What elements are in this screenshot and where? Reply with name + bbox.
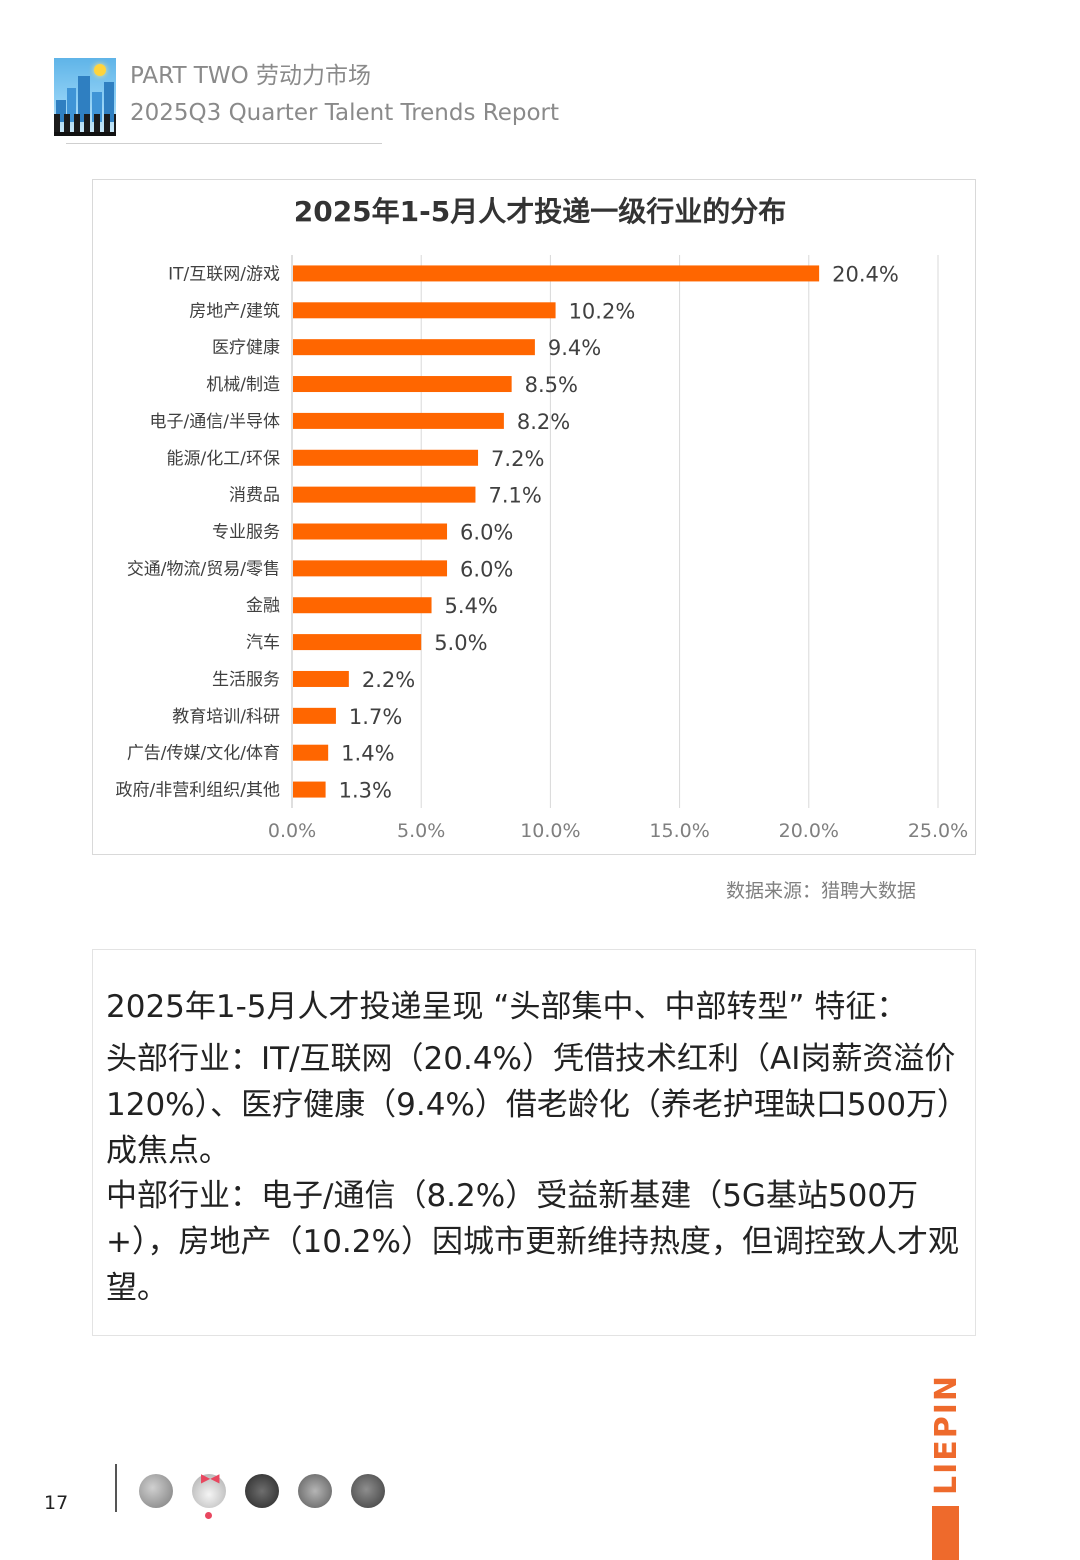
- category-label: 房地产/建筑: [189, 301, 280, 321]
- category-label: 消费品: [229, 486, 280, 506]
- data-label: 1.7%: [349, 705, 402, 729]
- category-label: 政府/非营利组织/其他: [116, 781, 280, 801]
- category-label: 生活服务: [212, 670, 280, 690]
- bar: [293, 560, 448, 577]
- category-label: 电子/通信/半导体: [150, 412, 280, 432]
- bar: [293, 781, 326, 798]
- bar: [293, 486, 476, 503]
- bar: [293, 634, 422, 651]
- analysis-box: [92, 949, 976, 1336]
- bar: [293, 449, 479, 466]
- data-label: 20.4%: [832, 262, 899, 286]
- x-tick-label: 10.0%: [520, 820, 580, 842]
- category-label: 医疗健康: [212, 338, 280, 358]
- analysis-mid-industries: 中部行业：电子/通信（8.2%）受益新基建（5G基站500万+），房地产（10.…: [106, 1178, 959, 1306]
- data-label: 8.2%: [517, 410, 570, 434]
- bar: [293, 707, 336, 724]
- bar: [293, 523, 448, 540]
- x-tick-label: 5.0%: [397, 820, 445, 842]
- chart-title: 2025年1-5月人才投递一级行业的分布: [293, 195, 787, 228]
- category-label: IT/互联网/游戏: [168, 264, 280, 284]
- analysis-head-industries: 头部行业：IT/互联网（20.4%）凭借技术红利（AI岗薪资溢价120%）、医疗…: [106, 1041, 956, 1169]
- category-label: 交通/物流/贸易/零售: [127, 559, 280, 579]
- nav-thumbnail-1[interactable]: [139, 1474, 173, 1508]
- x-tick-label: 20.0%: [779, 820, 839, 842]
- nav-thumbnail-2[interactable]: [192, 1474, 226, 1508]
- bar-chart: 0.0% 5.0% 10.0% 15.0% 20.0% 25.0% IT/互联网/游戏 20.…: [116, 255, 968, 842]
- data-label: 9.4%: [548, 336, 601, 360]
- current-page-indicator: [205, 1512, 212, 1519]
- bar: [293, 744, 329, 761]
- category-label: 广告/传媒/文化/体育: [127, 744, 280, 764]
- brand-logo: LIEPIN: [929, 1373, 964, 1495]
- data-label: 7.2%: [491, 447, 544, 471]
- bar: [293, 302, 556, 319]
- bar: [293, 670, 349, 687]
- data-label: 2.2%: [362, 668, 415, 692]
- data-label: 5.4%: [445, 594, 498, 618]
- bar: [293, 339, 535, 356]
- data-label: 7.1%: [488, 484, 541, 508]
- x-tick-label: 25.0%: [908, 820, 968, 842]
- data-label: 10.2%: [569, 299, 636, 323]
- bar: [293, 376, 512, 393]
- chart-frame: [92, 179, 976, 855]
- x-tick-label: 15.0%: [649, 820, 709, 842]
- bar: [293, 597, 432, 614]
- category-label: 汽车: [246, 633, 280, 653]
- category-label: 金融: [246, 596, 280, 616]
- category-label: 专业服务: [212, 523, 280, 543]
- analysis-intro: 2025年1-5月人才投递呈现 “头部集中、中部转型” 特征：: [106, 989, 908, 1025]
- page-number: 17: [44, 1492, 69, 1514]
- data-label: 1.4%: [341, 742, 394, 766]
- category-label: 能源/化工/环保: [167, 449, 280, 469]
- footer-divider: [115, 1464, 117, 1512]
- nav-thumbnail-3[interactable]: [245, 1474, 279, 1508]
- bar: [293, 265, 820, 282]
- data-label: 6.0%: [460, 521, 513, 545]
- nav-thumbnail-4[interactable]: [298, 1474, 332, 1508]
- bar: [293, 412, 504, 429]
- report-title: 2025Q3 Quarter Talent Trends Report: [130, 100, 560, 126]
- data-label: 1.3%: [339, 779, 392, 803]
- nav-thumbnail-5[interactable]: [351, 1474, 385, 1508]
- bowtie-icon: ▶◀: [201, 1471, 220, 1485]
- report-logo: [54, 58, 116, 136]
- category-label: 教育培训/科研: [172, 707, 280, 727]
- data-label: 8.5%: [525, 373, 578, 397]
- data-label: 6.0%: [460, 557, 513, 581]
- data-source: 数据来源：猎聘大数据: [726, 880, 917, 902]
- category-label: 机械/制造: [206, 375, 280, 395]
- x-tick-label: 0.0%: [268, 820, 316, 842]
- brand-bar: [932, 1506, 959, 1560]
- data-label: 5.0%: [434, 631, 487, 655]
- header-divider: [66, 143, 382, 144]
- section-title: PART TWO 劳动力市场: [130, 63, 372, 89]
